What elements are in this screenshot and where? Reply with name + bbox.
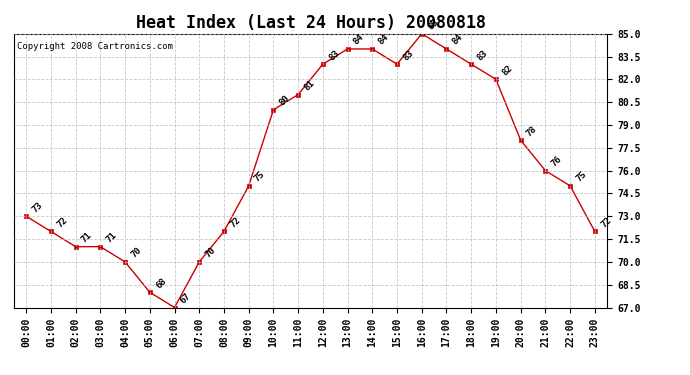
Text: 83: 83 — [475, 48, 489, 62]
Text: 80: 80 — [277, 94, 292, 108]
Text: 70: 70 — [129, 246, 144, 260]
Text: 75: 75 — [574, 170, 589, 184]
Text: 70: 70 — [204, 246, 217, 260]
Text: 71: 71 — [80, 231, 94, 244]
Text: 72: 72 — [228, 215, 242, 229]
Text: 75: 75 — [253, 170, 267, 184]
Text: 76: 76 — [549, 154, 564, 168]
Text: 72: 72 — [599, 215, 613, 229]
Text: 72: 72 — [55, 215, 69, 229]
Text: 81: 81 — [302, 78, 316, 92]
Text: Copyright 2008 Cartronics.com: Copyright 2008 Cartronics.com — [17, 42, 172, 51]
Text: 68: 68 — [154, 276, 168, 290]
Text: 73: 73 — [30, 200, 44, 214]
Text: 67: 67 — [179, 291, 193, 305]
Text: 85: 85 — [426, 18, 440, 32]
Text: 84: 84 — [352, 33, 366, 47]
Text: 78: 78 — [525, 124, 539, 138]
Title: Heat Index (Last 24 Hours) 20080818: Heat Index (Last 24 Hours) 20080818 — [135, 14, 486, 32]
Text: 71: 71 — [104, 231, 119, 244]
Text: 84: 84 — [451, 33, 464, 47]
Text: 83: 83 — [327, 48, 341, 62]
Text: 82: 82 — [500, 63, 514, 77]
Text: 83: 83 — [401, 48, 415, 62]
Text: 84: 84 — [377, 33, 391, 47]
